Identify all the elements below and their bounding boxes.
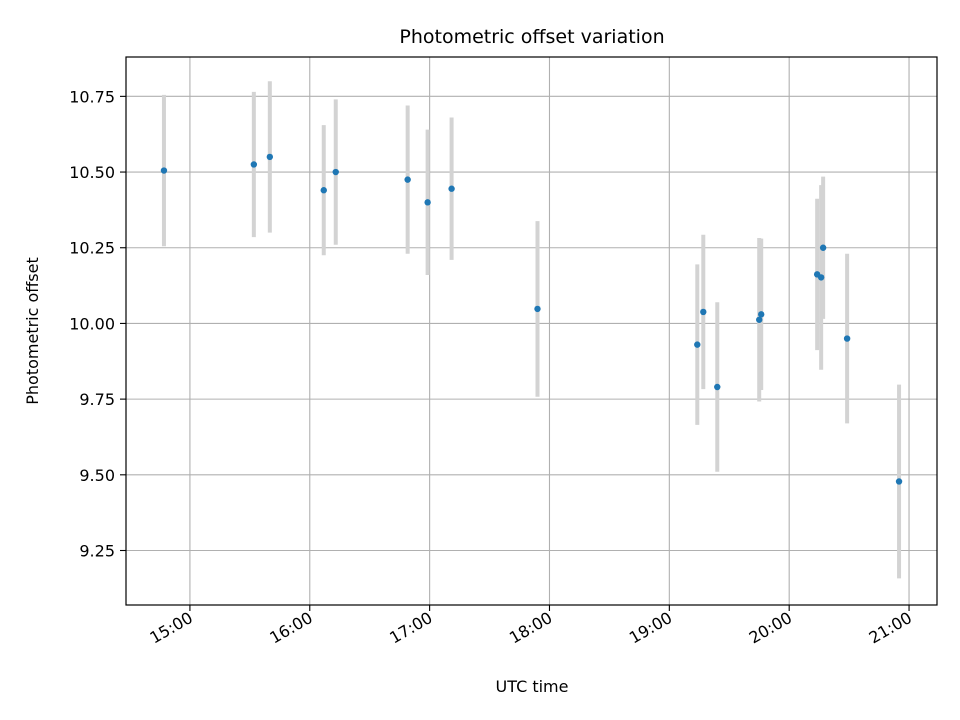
y-tick-label: 10.25 [69,239,115,258]
data-point [250,161,258,168]
x-tick-label: 19:00 [626,608,675,648]
x-axis-label: UTC time [496,677,569,696]
data-point [160,167,168,174]
x-tick-label: 18:00 [506,608,555,648]
data-point [534,305,541,313]
y-tick-label: 10.00 [69,314,115,333]
y-axis-label: Photometric offset [23,257,42,405]
data-point [448,185,455,192]
chart-title: Photometric offset variation [399,26,664,48]
y-tick-label: 10.50 [69,163,115,182]
grid [126,57,937,605]
data-point [817,274,825,281]
y-tick-label: 9.50 [79,466,115,485]
y-tick-label: 9.25 [79,542,115,561]
data-point [819,244,827,251]
plot-frame [125,56,938,606]
x-tick-label: 21:00 [866,608,915,648]
x-tick-label: 20:00 [746,608,795,648]
x-tick-label: 15:00 [146,608,195,648]
data-point [424,199,431,206]
data-points [160,153,903,485]
x-tick-label: 16:00 [266,608,315,648]
data-point [756,316,763,323]
data-point [843,335,851,342]
data-point [895,478,903,485]
data-point [320,187,327,194]
x-tick-label: 17:00 [386,608,435,648]
data-point [714,383,721,391]
data-point [700,308,707,316]
x-axis-ticks: 15:00 16:00 17:00 18:00 19:00 20:00 21:00 [146,605,915,648]
y-tick-label: 10.75 [69,87,115,106]
y-axis-ticks: 9.25 9.50 9.75 10.00 10.25 10.50 10.75 [69,87,126,561]
data-point [266,153,274,161]
data-point [758,311,765,318]
y-tick-label: 9.75 [79,390,115,409]
data-point [694,341,701,348]
data-point [332,168,339,176]
data-point [404,176,411,183]
